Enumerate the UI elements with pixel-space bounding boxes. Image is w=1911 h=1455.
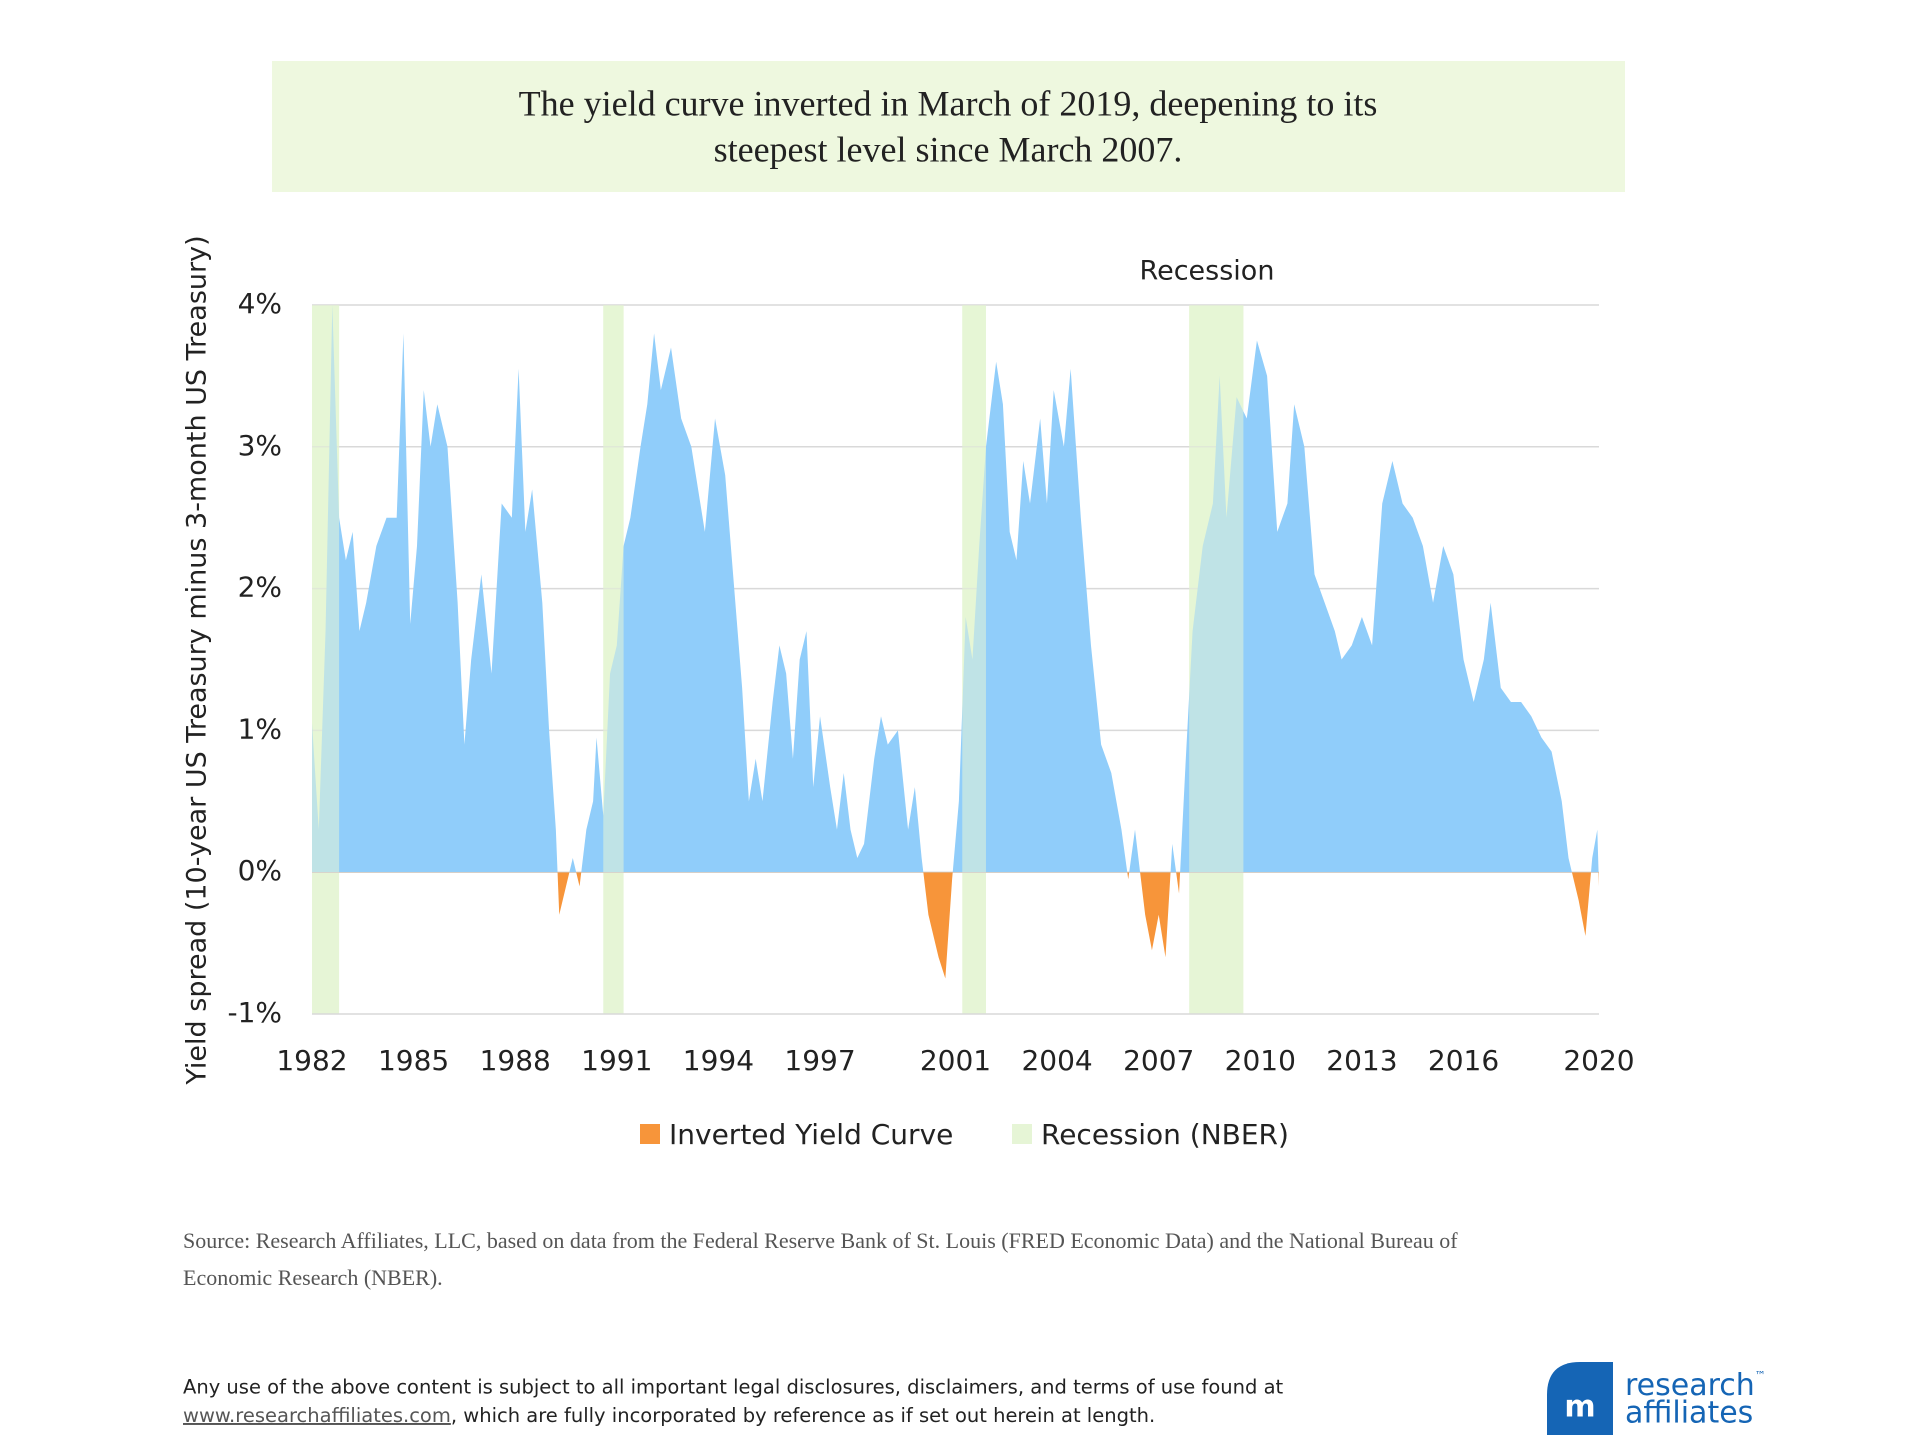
title-box xyxy=(272,61,1625,192)
logo-text: research™ xyxy=(1625,1368,1766,1403)
x-tick-label: 1985 xyxy=(378,1044,449,1077)
recession-overlay xyxy=(312,305,340,873)
y-tick-label: 2% xyxy=(238,571,282,604)
x-tick-label: 2001 xyxy=(920,1044,991,1077)
area-positive xyxy=(312,305,1599,873)
chart-title: steepest level since March 2007. xyxy=(714,129,1183,169)
x-tick-label: 1991 xyxy=(581,1044,652,1077)
legend: Inverted Yield Curve Recession (NBER) xyxy=(640,1118,1289,1151)
recession-overlay xyxy=(603,305,624,873)
x-tick-label: 2020 xyxy=(1563,1044,1634,1077)
logo-text: affiliates xyxy=(1625,1396,1753,1431)
y-tick-label: 3% xyxy=(238,429,282,462)
x-tick-label: 1997 xyxy=(784,1044,855,1077)
x-tick-label: 2013 xyxy=(1326,1044,1397,1077)
disclaimer: Any use of the above content is subject … xyxy=(183,1376,1284,1399)
source: Economic Research (NBER). xyxy=(183,1265,443,1290)
y-tick-label: 1% xyxy=(238,712,282,745)
logo-tm: ™ xyxy=(1755,1369,1766,1382)
x-tick-label: 2010 xyxy=(1225,1044,1296,1077)
plot-area: -1% 0% 1% 2% 3% 4% 1982 1985 1988 1991 1994 1997 200… xyxy=(227,287,1634,1077)
disclaimer-text: , which are fully incorporated by refere… xyxy=(451,1404,1155,1427)
x-tick-label: 1994 xyxy=(683,1044,754,1077)
disclaimer: www.researchaffiliates.com, which are fu… xyxy=(183,1404,1155,1427)
legend-swatch xyxy=(640,1124,660,1144)
y-tick-label: -1% xyxy=(227,996,282,1029)
x-tick-label: 1988 xyxy=(480,1044,551,1077)
legend-label: Recession (NBER) xyxy=(1041,1118,1289,1151)
logo-mark xyxy=(1547,1362,1613,1435)
link[interactable]: www.researchaffiliates.com xyxy=(183,1404,451,1427)
logo: m research™ affiliates xyxy=(1547,1362,1766,1435)
annotation: Recession xyxy=(1140,256,1275,287)
recession-overlay xyxy=(1189,305,1244,873)
x-tick-label: 2016 xyxy=(1428,1044,1499,1077)
x-tick-label: 2004 xyxy=(1021,1044,1092,1077)
legend-swatch xyxy=(1012,1124,1032,1144)
y-tick-label: 4% xyxy=(238,287,282,320)
legend-label: Inverted Yield Curve xyxy=(669,1118,953,1151)
logo-glyph: m xyxy=(1564,1390,1595,1425)
chart-title: The yield curve inverted in March of 201… xyxy=(519,83,1378,123)
recession-overlay xyxy=(962,305,986,873)
y-axis-label: Yield spread (10-year US Treasury minus … xyxy=(182,235,213,1085)
y-tick-label: 0% xyxy=(238,854,282,887)
logo-line: research xyxy=(1625,1368,1755,1403)
source: Source: Research Affiliates, LLC, based … xyxy=(183,1228,1458,1253)
x-tick-label: 1982 xyxy=(276,1044,347,1077)
x-tick-label: 2007 xyxy=(1123,1044,1194,1077)
